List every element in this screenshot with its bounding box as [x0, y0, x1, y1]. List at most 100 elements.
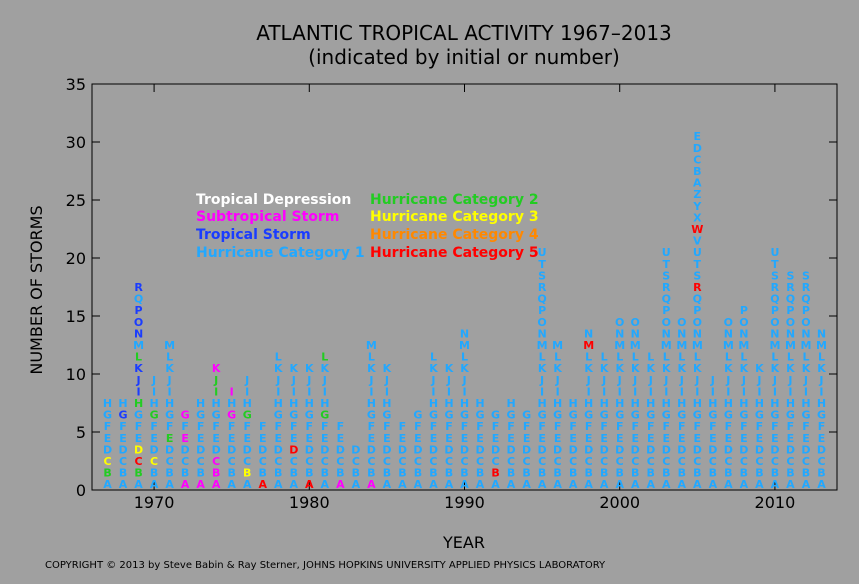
storm-mark: H — [134, 397, 143, 410]
storm-mark: H — [227, 397, 236, 410]
storm-mark: I — [307, 385, 311, 398]
storm-mark: I — [649, 385, 653, 398]
storm-mark: E — [290, 432, 298, 445]
storm-mark: D — [367, 443, 376, 456]
storm-mark: E — [600, 432, 608, 445]
storm-mark: L — [601, 351, 608, 364]
storm-mark: P — [693, 304, 701, 317]
storm-mark: A — [352, 478, 361, 491]
storm-mark: F — [259, 420, 267, 433]
storm-mark: J — [244, 374, 249, 387]
storm-mark: G — [600, 409, 609, 422]
storm-mark: L — [166, 351, 173, 364]
storm-mark: G — [150, 409, 159, 422]
storm-mark: C — [616, 455, 624, 468]
storm-mark: C — [119, 455, 127, 468]
storm-mark: H — [739, 397, 748, 410]
storm-mark: B — [631, 467, 639, 480]
storm-mark: B — [693, 165, 701, 178]
storm-mark: A — [538, 478, 547, 491]
storm-mark: H — [801, 397, 810, 410]
storm-mark: Q — [662, 293, 671, 306]
storm-mark: J — [151, 374, 156, 387]
storm-mark: D — [150, 443, 159, 456]
storm-mark: D — [755, 443, 764, 456]
storm-mark: E — [104, 432, 112, 445]
storm-mark: F — [430, 420, 438, 433]
storm-mark: Q — [134, 293, 143, 306]
storm-mark: G — [429, 409, 438, 422]
storm-mark: A — [600, 478, 609, 491]
storm-mark: C — [103, 455, 111, 468]
storm-mark: T — [538, 258, 546, 271]
storm-mark: B — [445, 467, 453, 480]
storm-mark: H — [165, 397, 174, 410]
storm-mark: E — [492, 432, 500, 445]
storm-mark: D — [600, 443, 609, 456]
storm-mark: I — [214, 385, 218, 398]
storm-mark: B — [134, 467, 142, 480]
storm-mark: D — [227, 443, 236, 456]
storm-mark: E — [166, 432, 174, 445]
storm-mark: F — [709, 420, 717, 433]
storm-mark: C — [709, 455, 717, 468]
storm-mark: K — [817, 362, 826, 375]
storm-mark: I — [245, 385, 249, 398]
storm-mark: K — [460, 362, 469, 375]
storm-mark: A — [491, 478, 500, 491]
y-tick-label: 30 — [66, 133, 86, 152]
storm-mark: G — [413, 409, 422, 422]
storm-mark: A — [383, 478, 392, 491]
storm-mark: R — [538, 281, 547, 294]
storm-mark: U — [662, 246, 671, 259]
legend-item: Hurricane Category 3 — [370, 209, 539, 225]
storm-mark: J — [368, 374, 373, 387]
storm-mark: F — [104, 420, 112, 433]
storm-mark: B — [476, 467, 484, 480]
storm-mark: S — [771, 269, 779, 282]
legend-item: Tropical Storm — [196, 227, 311, 243]
storm-mark: B — [429, 467, 437, 480]
storm-mark: D — [506, 443, 515, 456]
storm-mark: E — [771, 432, 779, 445]
storm-mark: E — [212, 432, 220, 445]
storm-mark: E — [306, 432, 314, 445]
storm-mark: G — [212, 409, 221, 422]
storm-mark: A — [103, 478, 112, 491]
storm-mark: I — [618, 385, 622, 398]
storm-mark: A — [755, 478, 764, 491]
storm-mark: T — [663, 258, 671, 271]
storm-mark: F — [166, 420, 174, 433]
storm-mark: L — [135, 351, 142, 364]
storm-mark: A — [258, 478, 267, 491]
storm-mark: I — [602, 385, 606, 398]
storm-mark: K — [290, 362, 299, 375]
storm-mark: A — [119, 478, 128, 491]
storm-mark: A — [429, 478, 438, 491]
storm-mark: E — [321, 432, 329, 445]
storm-mark: H — [708, 397, 717, 410]
storm-mark: H — [584, 397, 593, 410]
storm-mark: I — [276, 385, 280, 398]
copyright-text: COPYRIGHT © 2013 by Steve Babin & Ray St… — [45, 560, 606, 571]
storm-mark: B — [352, 467, 360, 480]
storm-mark: C — [305, 455, 313, 468]
storm-mark: H — [600, 397, 609, 410]
storm-mark: C — [678, 455, 686, 468]
storm-mark: J — [136, 374, 141, 387]
storm-mark: B — [290, 467, 298, 480]
storm-mark: W — [691, 223, 703, 236]
storm-mark: P — [771, 304, 779, 317]
storm-mark: F — [135, 420, 143, 433]
storm-mark: D — [538, 443, 547, 456]
storm-mark: E — [756, 432, 764, 445]
storm-mark: A — [678, 478, 687, 491]
storm-mark: L — [585, 351, 592, 364]
storm-mark: G — [553, 409, 562, 422]
storm-mark: J — [648, 374, 653, 387]
storm-mark: A — [724, 478, 733, 491]
storm-mark: G — [476, 409, 485, 422]
storm-mark: D — [243, 443, 252, 456]
storm-mark: D — [258, 443, 267, 456]
storm-mark: D — [382, 443, 391, 456]
